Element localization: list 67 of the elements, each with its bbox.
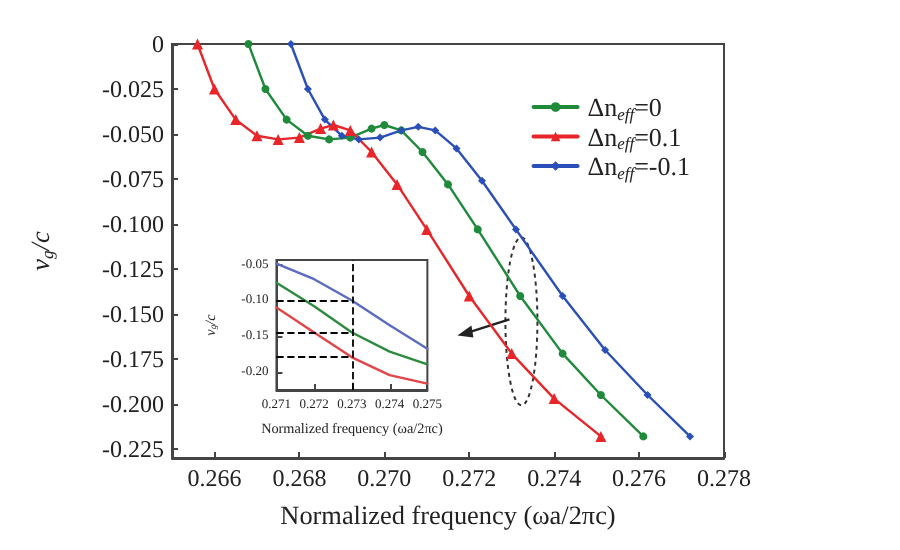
x-tick-label: 0.274 [527, 464, 582, 492]
line-series [275, 281, 429, 366]
x-tick-label: 0.270 [357, 464, 412, 492]
point [303, 85, 312, 93]
point [366, 146, 378, 158]
point [595, 430, 607, 442]
point [421, 223, 433, 235]
point [315, 123, 327, 135]
point [506, 348, 518, 360]
point [596, 391, 605, 399]
point [391, 178, 403, 190]
x-tick-label: 0.266 [187, 464, 242, 492]
point [473, 225, 482, 234]
x-tick-label: 0.278 [697, 464, 751, 492]
y-tick-label: -0.125 [102, 255, 164, 283]
point [418, 148, 427, 156]
point [272, 133, 284, 145]
y-tick-label: -0.225 [102, 435, 164, 463]
point [463, 290, 475, 302]
point [686, 432, 695, 441]
y-axis-title: vg/c [25, 231, 57, 271]
y-tick-label: -0.050 [102, 120, 164, 148]
point [354, 135, 363, 144]
point [344, 124, 356, 136]
point [320, 115, 329, 124]
point [191, 38, 203, 50]
line-series [275, 306, 429, 385]
point [325, 135, 334, 144]
point [601, 346, 610, 354]
point [376, 133, 385, 142]
y-tick-label: -0.150 [102, 300, 164, 328]
point [516, 292, 525, 300]
y-tick-label: -0.100 [102, 210, 164, 238]
point [261, 85, 270, 93]
y-tick-label: -0.025 [102, 75, 164, 103]
x-tick-label: 0.272 [442, 464, 497, 492]
point [511, 225, 520, 234]
point [380, 121, 389, 129]
y-tick-label: -0.075 [102, 165, 164, 193]
x-axis-title: Normalized frequency (ωa/2πc) [280, 500, 616, 530]
point [293, 132, 305, 144]
x-tick-label: 0.276 [612, 464, 667, 492]
point [477, 176, 486, 185]
point [431, 126, 440, 135]
point [303, 131, 312, 140]
point [230, 114, 242, 126]
point [282, 115, 291, 124]
point [244, 40, 253, 48]
y-tick-label: 0 [152, 30, 164, 58]
x-tick-label: 0.268 [272, 464, 327, 492]
point [251, 130, 263, 142]
y-tick-label: -0.175 [102, 345, 164, 373]
point [558, 349, 567, 358]
point [444, 180, 452, 189]
point [639, 432, 648, 441]
point [643, 391, 652, 399]
point [367, 124, 376, 133]
point [452, 144, 461, 153]
point [327, 119, 339, 131]
point [286, 40, 295, 48]
point [337, 131, 346, 140]
point [548, 393, 560, 405]
point [208, 83, 220, 95]
point [414, 122, 423, 131]
y-tick-label: -0.200 [102, 390, 164, 418]
point [558, 292, 567, 300]
line-series [275, 262, 429, 350]
